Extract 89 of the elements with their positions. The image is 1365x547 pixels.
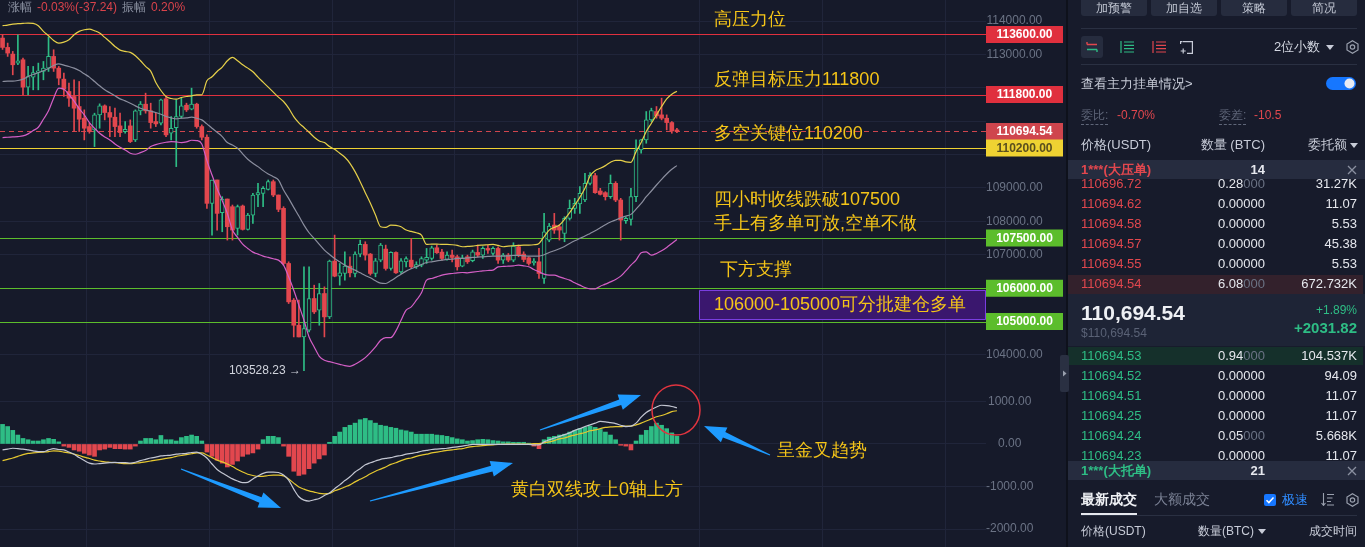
text: 1***(大压单) <box>1081 160 1152 179</box>
button: 加预警 <box>1081 0 1147 16</box>
ref-line-label: 106000.00 <box>996 280 1054 295</box>
text: 0.00000 <box>1218 215 1265 233</box>
text: 110,694.54 <box>1081 300 1185 326</box>
button: 策略 <box>1221 0 1287 16</box>
y-tick-label: 113000.00 <box>986 46 1043 61</box>
text: 价格(USDT) <box>1081 522 1146 540</box>
annotation: 振幅 <box>122 0 147 15</box>
text: +1.89% <box>1315 301 1357 319</box>
text: 11.07 <box>1325 407 1357 425</box>
text: 委比: <box>1081 106 1109 125</box>
text: 11.07 <box>1325 195 1357 213</box>
text: 1***(大托单) <box>1081 461 1152 480</box>
button: 加自选 <box>1151 0 1217 16</box>
annotation: 黄白双线攻上0轴上方 <box>511 478 684 499</box>
annotation: 高压力位 <box>714 9 786 30</box>
text: 110694.53 <box>1081 347 1142 365</box>
ref-line-label: 110200.00 <box>996 140 1053 155</box>
text: 110694.24 <box>1081 427 1142 445</box>
ref-line-label: 110694.54 <box>996 124 1053 139</box>
y-tick-label: 114000.00 <box>986 13 1043 28</box>
text: 11.07 <box>1325 387 1357 405</box>
text: 11.07 <box>1325 447 1357 465</box>
text: 0.00000 <box>1218 255 1265 273</box>
annotation: 涨幅 <box>8 0 32 15</box>
text: 大额成交 <box>1154 489 1210 509</box>
text: 110694.51 <box>1081 387 1142 405</box>
y-tick-label: -1000.00 <box>986 478 1034 493</box>
y-tick-label: 108000.00 <box>986 213 1044 228</box>
text: 极速 <box>1282 491 1308 509</box>
text: 0.94000 <box>1217 347 1265 365</box>
text: 数量 (BTC) <box>1200 136 1265 154</box>
text: 数量(BTC) <box>1198 522 1254 540</box>
y-tick-label: -2000.00 <box>986 521 1034 536</box>
text: $110,694.54 <box>1081 324 1147 342</box>
text: 31.27K <box>1315 175 1357 193</box>
button: 简况 <box>1291 0 1357 16</box>
annotation: 多空关键位110200 <box>714 122 863 143</box>
annotation: 103528.23 → <box>228 363 301 378</box>
text: 5.53 <box>1331 255 1357 273</box>
text: 价格(USDT) <box>1081 136 1152 154</box>
text: 2位小数 <box>1274 38 1321 56</box>
y-tick-label: 0.00 <box>998 436 1022 451</box>
ref-line-label: 113600.00 <box>996 27 1053 42</box>
y-tick-label: 109000.00 <box>986 180 1044 195</box>
text: 110694.58 <box>1081 215 1142 233</box>
text: 110694.52 <box>1081 367 1142 385</box>
text: 106000-105000可分批建仓多单 <box>714 293 967 314</box>
text: 0.05000 <box>1217 427 1265 445</box>
text: 0.00000 <box>1218 407 1265 425</box>
text: 委差: <box>1219 106 1247 125</box>
text: 110696.72 <box>1081 176 1142 193</box>
annotation: 四小时收线跌破107500 手上有多单可放,空单不做 <box>714 189 918 234</box>
text: +2031.82 <box>1294 318 1357 338</box>
text: 94.09 <box>1324 367 1357 385</box>
annotation: 反弹目标压力111800 <box>714 69 880 90</box>
text: -0.70% <box>1117 106 1156 124</box>
text: 110694.57 <box>1081 235 1142 253</box>
text: 6.08000 <box>1217 275 1265 293</box>
text: 5.53 <box>1331 215 1357 233</box>
ref-line-label: 111800.00 <box>996 87 1053 102</box>
text: 672.732K <box>1301 275 1357 293</box>
ref-line-label: 107500.00 <box>996 230 1054 245</box>
text: 查看主力挂单情况> <box>1081 75 1193 93</box>
text: 110694.55 <box>1081 255 1142 273</box>
text: 0.00000 <box>1218 195 1265 213</box>
text: 最新成交 <box>1081 489 1137 509</box>
y-tick-label: 104000.00 <box>986 347 1044 362</box>
text: 呈金叉趋势 <box>777 439 867 460</box>
text: 0.00000 <box>1218 367 1265 385</box>
text: 110694.62 <box>1081 195 1142 213</box>
annotation: 0.20% <box>151 0 186 15</box>
text: 110694.54 <box>1081 275 1142 293</box>
y-tick-label: 107000.00 <box>986 247 1044 262</box>
text: 下方支撑 <box>720 258 792 279</box>
text: -10.5 <box>1254 106 1282 124</box>
text: 委托额 <box>1308 136 1347 154</box>
text: 成交时间 <box>1309 522 1357 540</box>
text: 110694.23 <box>1081 447 1142 464</box>
text: 45.38 <box>1324 235 1357 253</box>
text: 110694.25 <box>1081 407 1142 425</box>
annotation: -0.03%(-37.24) <box>37 0 118 15</box>
text: 0.00000 <box>1218 387 1265 405</box>
text: 5.668K <box>1315 427 1357 445</box>
text: 104.537K <box>1301 347 1357 365</box>
text: 0.00000 <box>1218 235 1265 253</box>
y-tick-label: 1000.00 <box>987 393 1032 408</box>
ref-line-label: 105000.00 <box>996 314 1054 329</box>
